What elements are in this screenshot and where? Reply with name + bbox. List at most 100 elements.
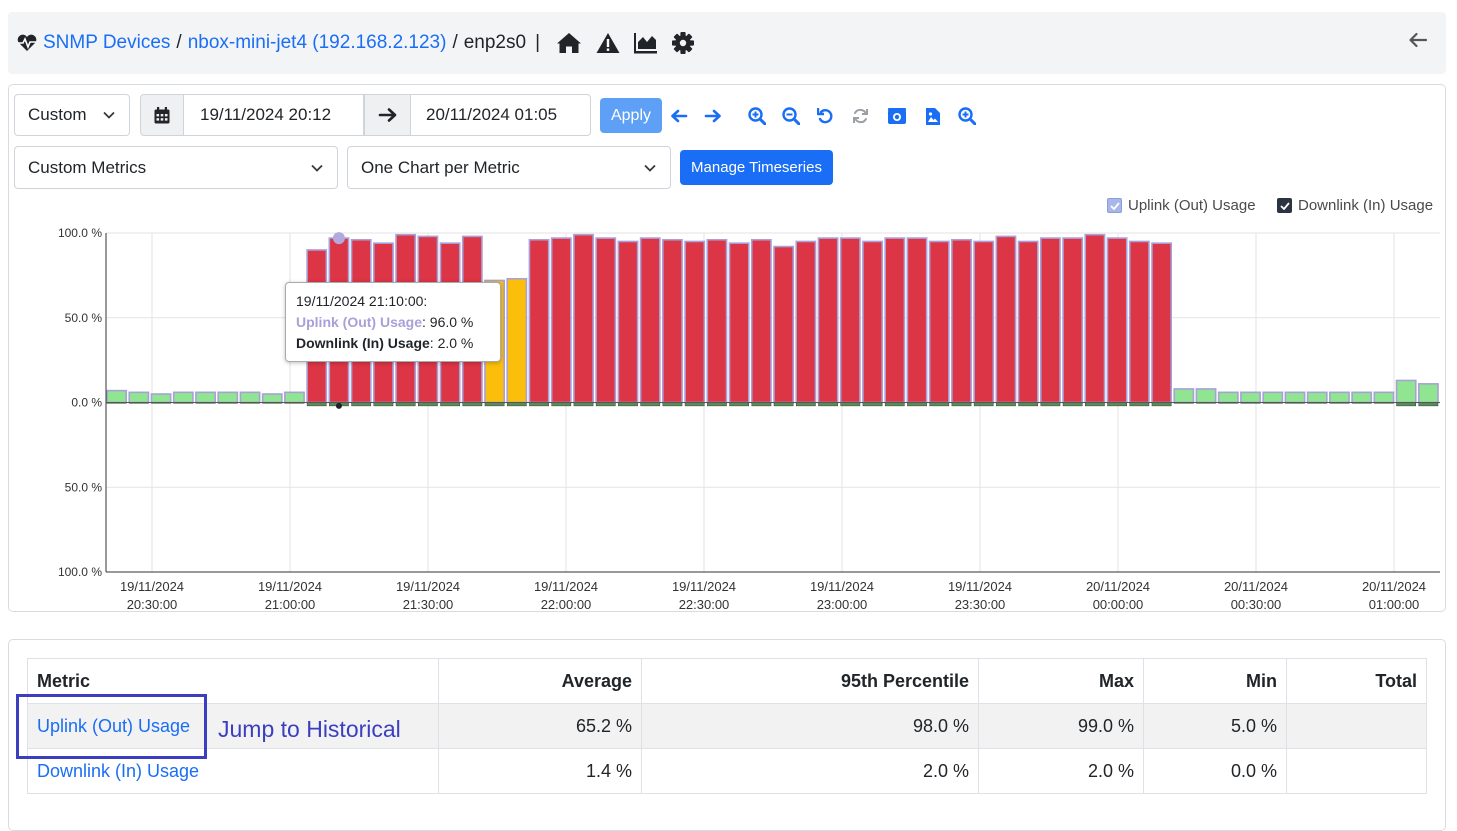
- bar-uplink: [284, 391, 305, 404]
- bar-uplink: [106, 389, 128, 404]
- x-tick-label-date: 20/11/2024: [1224, 579, 1288, 594]
- bar-downlink: [1018, 402, 1039, 407]
- bar-downlink: [462, 402, 483, 407]
- heartbeat-icon: [17, 34, 37, 51]
- bar-uplink: [1217, 391, 1239, 404]
- calendar-button[interactable]: [140, 94, 184, 136]
- bar-downlink: [395, 402, 416, 407]
- bar-downlink: [729, 402, 750, 407]
- bar-downlink: [840, 402, 861, 407]
- gear-icon[interactable]: [672, 32, 695, 54]
- bar-downlink: [506, 402, 527, 407]
- bar-uplink: [862, 240, 883, 404]
- bar-uplink: [1351, 391, 1373, 404]
- header-min: Min: [1143, 658, 1287, 704]
- y-tick-label: 50.0 %: [65, 480, 103, 494]
- arrow-right-icon[interactable]: [704, 108, 722, 124]
- metric-link-downlink[interactable]: Downlink (In) Usage: [37, 760, 200, 781]
- date-to-input[interactable]: 20/11/2024 01:05: [410, 94, 591, 136]
- breadcrumb-device[interactable]: nbox-mini-jet4 (192.168.2.123): [187, 32, 447, 53]
- metric-cell: Downlink (In) Usage: [27, 748, 439, 794]
- bar-uplink: [1040, 237, 1061, 404]
- bar-downlink: [1107, 402, 1127, 407]
- tooltip-uplink-label: Uplink (Out) Usage: [296, 314, 423, 330]
- bar-uplink: [1173, 388, 1195, 404]
- table-row: Uplink (Out) Usage 65.2 % 98.0 % 99.0 % …: [27, 703, 1427, 749]
- bar-uplink: [639, 237, 661, 404]
- export-image-icon[interactable]: [925, 107, 941, 126]
- average-cell: 65.2 %: [438, 703, 642, 749]
- bar-uplink: [595, 237, 617, 404]
- header-metric: Metric: [27, 658, 439, 704]
- breadcrumb-bar: [8, 12, 1446, 74]
- usage-chart[interactable]: 100.0 % 50.0 % 0.0 % 50.0 % 100.0 % 19/11/202…: [0, 0, 1457, 640]
- x-tick-label-date: 19/11/2024: [120, 579, 184, 594]
- calendar-icon: [154, 106, 170, 123]
- bar-downlink: [973, 402, 994, 407]
- warning-icon[interactable]: [596, 32, 620, 54]
- range-select[interactable]: Custom: [14, 94, 130, 136]
- breadcrumb-separator: /: [176, 32, 182, 53]
- area-chart-icon[interactable]: [634, 32, 658, 54]
- breadcrumb-snmp-devices[interactable]: SNMP Devices: [43, 32, 171, 53]
- bar-downlink: [1396, 402, 1417, 407]
- bar-downlink: [862, 402, 883, 407]
- bar-downlink: [662, 402, 683, 407]
- manage-timeseries-button[interactable]: Manage Timeseries: [680, 150, 833, 185]
- bar-downlink: [529, 402, 549, 407]
- bar-downlink: [351, 402, 372, 407]
- screenshot-icon[interactable]: [887, 107, 907, 125]
- x-tick-label-time: 22:30:00: [679, 597, 730, 612]
- zoom-out-icon[interactable]: [782, 107, 800, 125]
- metrics-select-value: Custom Metrics: [28, 157, 147, 177]
- layout-select[interactable]: One Chart per Metric: [347, 146, 671, 189]
- metrics-select[interactable]: Custom Metrics: [14, 146, 338, 189]
- zoom-search-icon[interactable]: [958, 107, 976, 125]
- legend-downlink[interactable]: Downlink (In) Usage: [1277, 197, 1433, 214]
- bar-uplink: [1262, 391, 1284, 404]
- bar-uplink: [906, 237, 928, 404]
- date-from-value: 19/11/2024 20:12: [200, 105, 332, 124]
- apply-button[interactable]: Apply: [600, 98, 662, 133]
- bar-uplink: [1417, 383, 1439, 404]
- chevron-down-icon: [103, 111, 115, 119]
- legend-uplink[interactable]: Uplink (Out) Usage: [1107, 197, 1256, 214]
- hover-point-uplink: [332, 232, 345, 245]
- arrow-left-icon[interactable]: [1408, 32, 1428, 48]
- x-tick-label-time: 23:00:00: [817, 597, 868, 612]
- bar-uplink: [728, 242, 750, 404]
- table-header-row: Metric Average 95th Percentile Max Min T…: [27, 658, 1427, 704]
- arrow-left-icon[interactable]: [670, 108, 688, 124]
- x-tick-label-date: 19/11/2024: [672, 579, 736, 594]
- chevron-down-icon: [311, 164, 323, 172]
- tooltip-uplink-row: Uplink (Out) Usage: 96.0 %: [296, 312, 490, 333]
- home-icon[interactable]: [556, 32, 582, 54]
- undo-icon[interactable]: [817, 107, 834, 125]
- date-from-input[interactable]: 19/11/2024 20:12: [183, 94, 364, 136]
- total-cell: [1286, 748, 1427, 794]
- zoom-in-icon[interactable]: [748, 107, 766, 125]
- stats-table: Metric Average 95th Percentile Max Min T…: [27, 658, 1427, 794]
- bar-downlink: [418, 402, 438, 407]
- tooltip-time: 19/11/2024 21:10:00:: [296, 293, 428, 309]
- bar-downlink: [951, 402, 972, 407]
- bar-downlink: [818, 402, 838, 407]
- bar-downlink: [618, 402, 638, 407]
- bar-downlink: [306, 402, 327, 407]
- metric-link-uplink[interactable]: Uplink (Out) Usage: [37, 715, 191, 736]
- date-to-value: 20/11/2024 01:05: [426, 105, 558, 124]
- bar-downlink: [1040, 402, 1061, 407]
- range-select-value: Custom: [28, 105, 87, 124]
- bar-uplink: [506, 277, 528, 404]
- bar-uplink: [172, 391, 194, 404]
- hover-point-downlink: [335, 402, 342, 409]
- checkbox-checked-icon: [1277, 198, 1292, 213]
- p95-cell: 2.0 %: [641, 748, 979, 794]
- x-tick-label-time: 22:00:00: [541, 597, 592, 612]
- header-max: Max: [978, 658, 1144, 704]
- header-p95: 95th Percentile: [641, 658, 979, 704]
- bar-downlink: [595, 402, 616, 407]
- refresh-icon[interactable]: [852, 107, 869, 125]
- bar-uplink: [150, 393, 172, 404]
- layout-select-value: One Chart per Metric: [361, 157, 520, 177]
